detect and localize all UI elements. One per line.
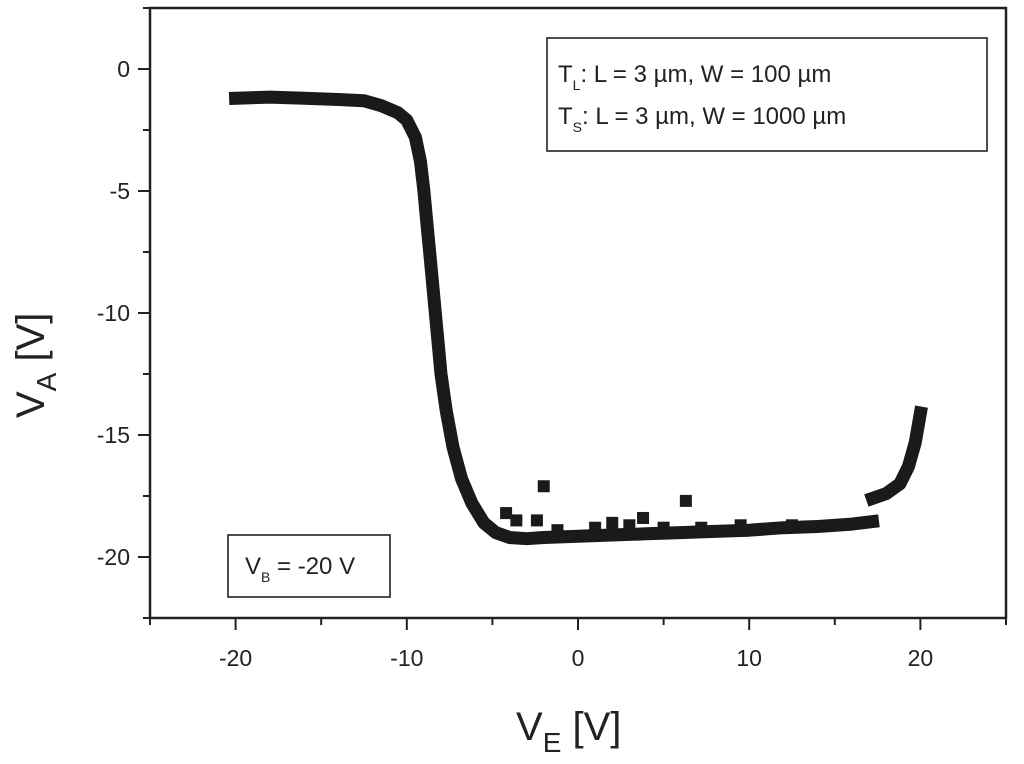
x-tick-label: 0 — [572, 645, 585, 671]
data-point-marker — [530, 514, 543, 527]
legend: TL: L = 3 µm, W = 100 µm TS: L = 3 µm, W… — [546, 37, 988, 152]
data-point-marker — [695, 521, 708, 534]
data-point-marker — [510, 514, 523, 527]
data-point-marker — [623, 519, 636, 532]
data-point-marker — [734, 519, 747, 532]
x-tick-label: 20 — [908, 645, 934, 671]
data-point-marker — [551, 524, 564, 537]
annotation-box — [227, 534, 391, 598]
x-tick-label: -20 — [219, 645, 252, 671]
x-tick-label: -10 — [390, 645, 423, 671]
legend-box — [546, 37, 988, 152]
y-tick-label: -20 — [97, 544, 130, 570]
data-point-marker — [637, 511, 650, 524]
x-tick-label: 10 — [736, 645, 762, 671]
legend-line-2: TS: L = 3 µm, W = 1000 µm — [558, 103, 846, 135]
x-axis-label: VE [V] — [516, 705, 621, 758]
y-tick-label: -5 — [110, 178, 130, 204]
data-point-marker — [657, 521, 670, 534]
y-tick-label: 0 — [117, 56, 130, 82]
y-tick-label: -10 — [97, 300, 130, 326]
annotation-text: VB = -20 V — [245, 553, 355, 585]
y-axis-label: VA [V] — [9, 313, 62, 418]
data-series — [228, 90, 928, 546]
data-point-marker — [786, 519, 798, 532]
series-line-2 — [864, 405, 928, 507]
x-axis-ticks: -20 -10 0 10 20 — [149, 618, 1007, 671]
series-line-1 — [228, 90, 880, 546]
vb-annotation: VB = -20 V — [227, 534, 391, 598]
data-point-marker — [589, 521, 602, 534]
y-tick-label: -15 — [97, 422, 130, 448]
y-axis-ticks: 0 -5 -10 -15 -20 — [97, 7, 150, 619]
data-point-marker — [537, 480, 550, 493]
legend-line-1: TL: L = 3 µm, W = 100 µm — [558, 61, 831, 93]
data-point-marker — [679, 494, 692, 507]
data-point-marker — [500, 507, 513, 520]
data-point-marker — [606, 516, 619, 529]
